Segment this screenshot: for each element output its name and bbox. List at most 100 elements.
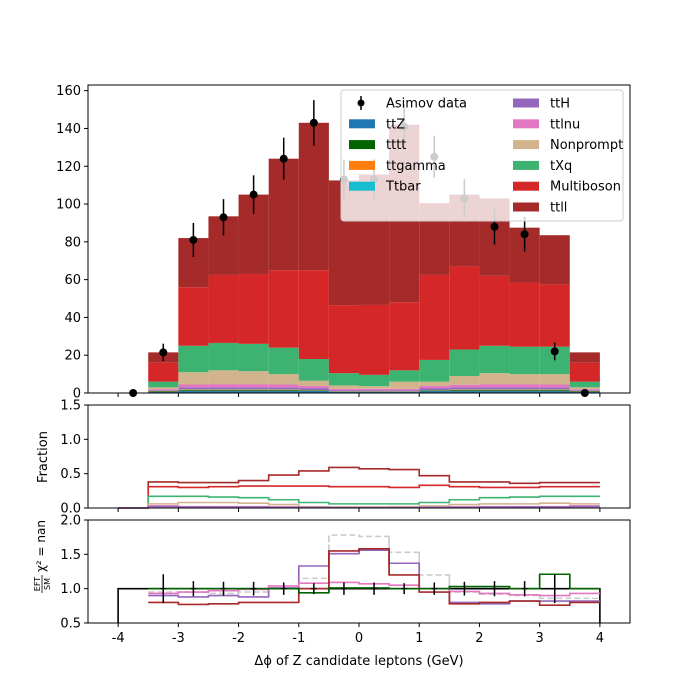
fraction-y-tick-label: 1.0 bbox=[60, 433, 81, 448]
stack-bar-multiboson bbox=[208, 274, 239, 343]
stack-bar-ttlnu bbox=[268, 384, 299, 388]
stack-bar-nonprompt bbox=[419, 381, 450, 387]
stack-bar-ttlnu bbox=[509, 384, 540, 388]
fraction-y-axis-label: Fraction bbox=[36, 431, 51, 483]
data-point bbox=[550, 347, 559, 356]
stack-bar-ttlnu bbox=[208, 384, 239, 388]
stack-bar-ttgamma bbox=[238, 389, 269, 391]
legend-label-txq: tXq bbox=[550, 159, 572, 174]
stack-bar-nonprompt bbox=[539, 374, 570, 385]
legend-swatch-ttlnu bbox=[513, 119, 539, 129]
ratio-y-label-chi2: χ² = nan bbox=[34, 520, 48, 572]
fraction-y-tick-label: 0.5 bbox=[60, 467, 81, 482]
stack-bar-tth bbox=[539, 387, 570, 390]
stack-bar-nonprompt bbox=[479, 373, 510, 385]
ratio-y-tick-label: 1.5 bbox=[60, 548, 81, 563]
stack-bar-txq bbox=[449, 349, 480, 376]
stack-bar-ttz bbox=[268, 391, 299, 393]
stack-bar-ttz bbox=[449, 391, 480, 393]
stack-bar-multiboson bbox=[268, 270, 299, 348]
ratio-y-axis-label: EFT SM χ² = nan bbox=[33, 520, 52, 593]
stack-bar-tttt bbox=[178, 390, 209, 392]
stack-bar-ttlnu bbox=[359, 388, 390, 391]
stack-bar-ttlnu bbox=[328, 388, 359, 391]
stack-bar-tttt bbox=[208, 390, 239, 392]
stack-bar-txq bbox=[328, 373, 359, 386]
stack-bar-ttgamma bbox=[268, 389, 299, 391]
stack-bar-tth bbox=[509, 387, 540, 390]
stack-bar-multiboson bbox=[359, 304, 390, 375]
stack-bar-ttlnu bbox=[479, 384, 510, 388]
stack-bar-txq bbox=[359, 374, 390, 387]
stack-bar-ttgamma bbox=[539, 389, 570, 391]
legend-label-ttlnu: ttlnu bbox=[550, 117, 580, 132]
stack-bar-ttlnu bbox=[238, 384, 269, 388]
main-y-tick-label: 100 bbox=[56, 198, 81, 213]
ratio-line-3 bbox=[148, 548, 600, 606]
stack-bar-nonprompt bbox=[389, 381, 420, 389]
legend-swatch-ttz bbox=[349, 119, 375, 129]
stack-bar-ttz bbox=[419, 391, 450, 393]
fraction-y-tick-label: 1.5 bbox=[60, 399, 81, 414]
data-point bbox=[309, 118, 318, 127]
stack-bar-nonprompt bbox=[509, 374, 540, 385]
stack-bar-nonprompt bbox=[449, 375, 480, 385]
legend-label-ttz: ttZ bbox=[386, 117, 405, 132]
stack-bar-nonprompt bbox=[178, 372, 209, 385]
stack-bar-ttlnu bbox=[178, 384, 209, 388]
fraction-line-2 bbox=[118, 495, 600, 509]
main-y-tick-label: 140 bbox=[56, 122, 81, 137]
legend-label-nonprompt: Nonprompt bbox=[550, 138, 623, 153]
stack-bar-tth bbox=[389, 390, 420, 392]
stack-bar-nonprompt bbox=[569, 387, 600, 390]
stack-bar-multiboson bbox=[328, 305, 359, 374]
stack-bar-ttgamma bbox=[509, 389, 540, 391]
stack-bar-txq bbox=[509, 346, 540, 375]
stack-bar-txq bbox=[298, 358, 329, 381]
stack-bar-txq bbox=[268, 347, 299, 375]
stack-bar-ttgamma bbox=[449, 389, 480, 391]
stack-bar-tth bbox=[298, 388, 329, 390]
legend-label-multiboson: Multiboson bbox=[550, 180, 621, 195]
legend-marker-asimov-data bbox=[357, 99, 365, 107]
ratio-x-tick-label: -1 bbox=[292, 631, 305, 646]
stack-bar-ttz bbox=[238, 391, 269, 393]
ratio-y-label-eft: EFT bbox=[33, 577, 42, 592]
fraction-line-1 bbox=[118, 484, 600, 509]
legend-label-ttll: ttll bbox=[550, 201, 567, 216]
data-point bbox=[219, 213, 228, 222]
stack-bar-txq bbox=[148, 381, 179, 388]
stack-bar-tttt bbox=[539, 390, 570, 392]
stack-bar-ttll bbox=[298, 122, 329, 271]
stack-bar-ttlnu bbox=[298, 386, 329, 389]
data-point bbox=[159, 348, 168, 357]
stack-bar-txq bbox=[178, 345, 209, 373]
stack-bar-multiboson bbox=[479, 275, 510, 346]
stack-bar-txq bbox=[389, 370, 420, 382]
stack-bar-multiboson bbox=[298, 270, 329, 359]
stack-bar-tth bbox=[359, 390, 390, 392]
stack-bar-tttt bbox=[509, 390, 540, 392]
legend-label-tth: ttH bbox=[550, 97, 570, 112]
stack-bar-ttz bbox=[509, 391, 540, 393]
stack-bar-tth bbox=[268, 387, 299, 390]
stack-bar-tth bbox=[178, 387, 209, 390]
main-y-tick-label: 120 bbox=[56, 160, 81, 175]
stack-bar-nonprompt bbox=[208, 370, 239, 385]
stack-bar-nonprompt bbox=[148, 387, 179, 390]
stack-bar-ttlnu bbox=[148, 389, 179, 391]
stack-bar-nonprompt bbox=[268, 374, 299, 385]
stack-bar-tttt bbox=[298, 390, 329, 392]
stack-bar-txq bbox=[569, 381, 600, 388]
legend-label-asimov-data: Asimov data bbox=[386, 97, 467, 112]
stack-bar-ttz bbox=[178, 391, 209, 393]
legend-swatch-tth bbox=[513, 98, 539, 108]
legend-swatch-tttt bbox=[349, 140, 375, 150]
stack-bar-nonprompt bbox=[359, 386, 390, 389]
ratio-x-tick-label: -2 bbox=[232, 631, 245, 646]
stack-bar-ttlnu bbox=[449, 384, 480, 388]
stack-bar-tttt bbox=[238, 390, 269, 392]
main-y-tick-label: 20 bbox=[64, 349, 81, 364]
stack-bar-ttz bbox=[208, 391, 239, 393]
